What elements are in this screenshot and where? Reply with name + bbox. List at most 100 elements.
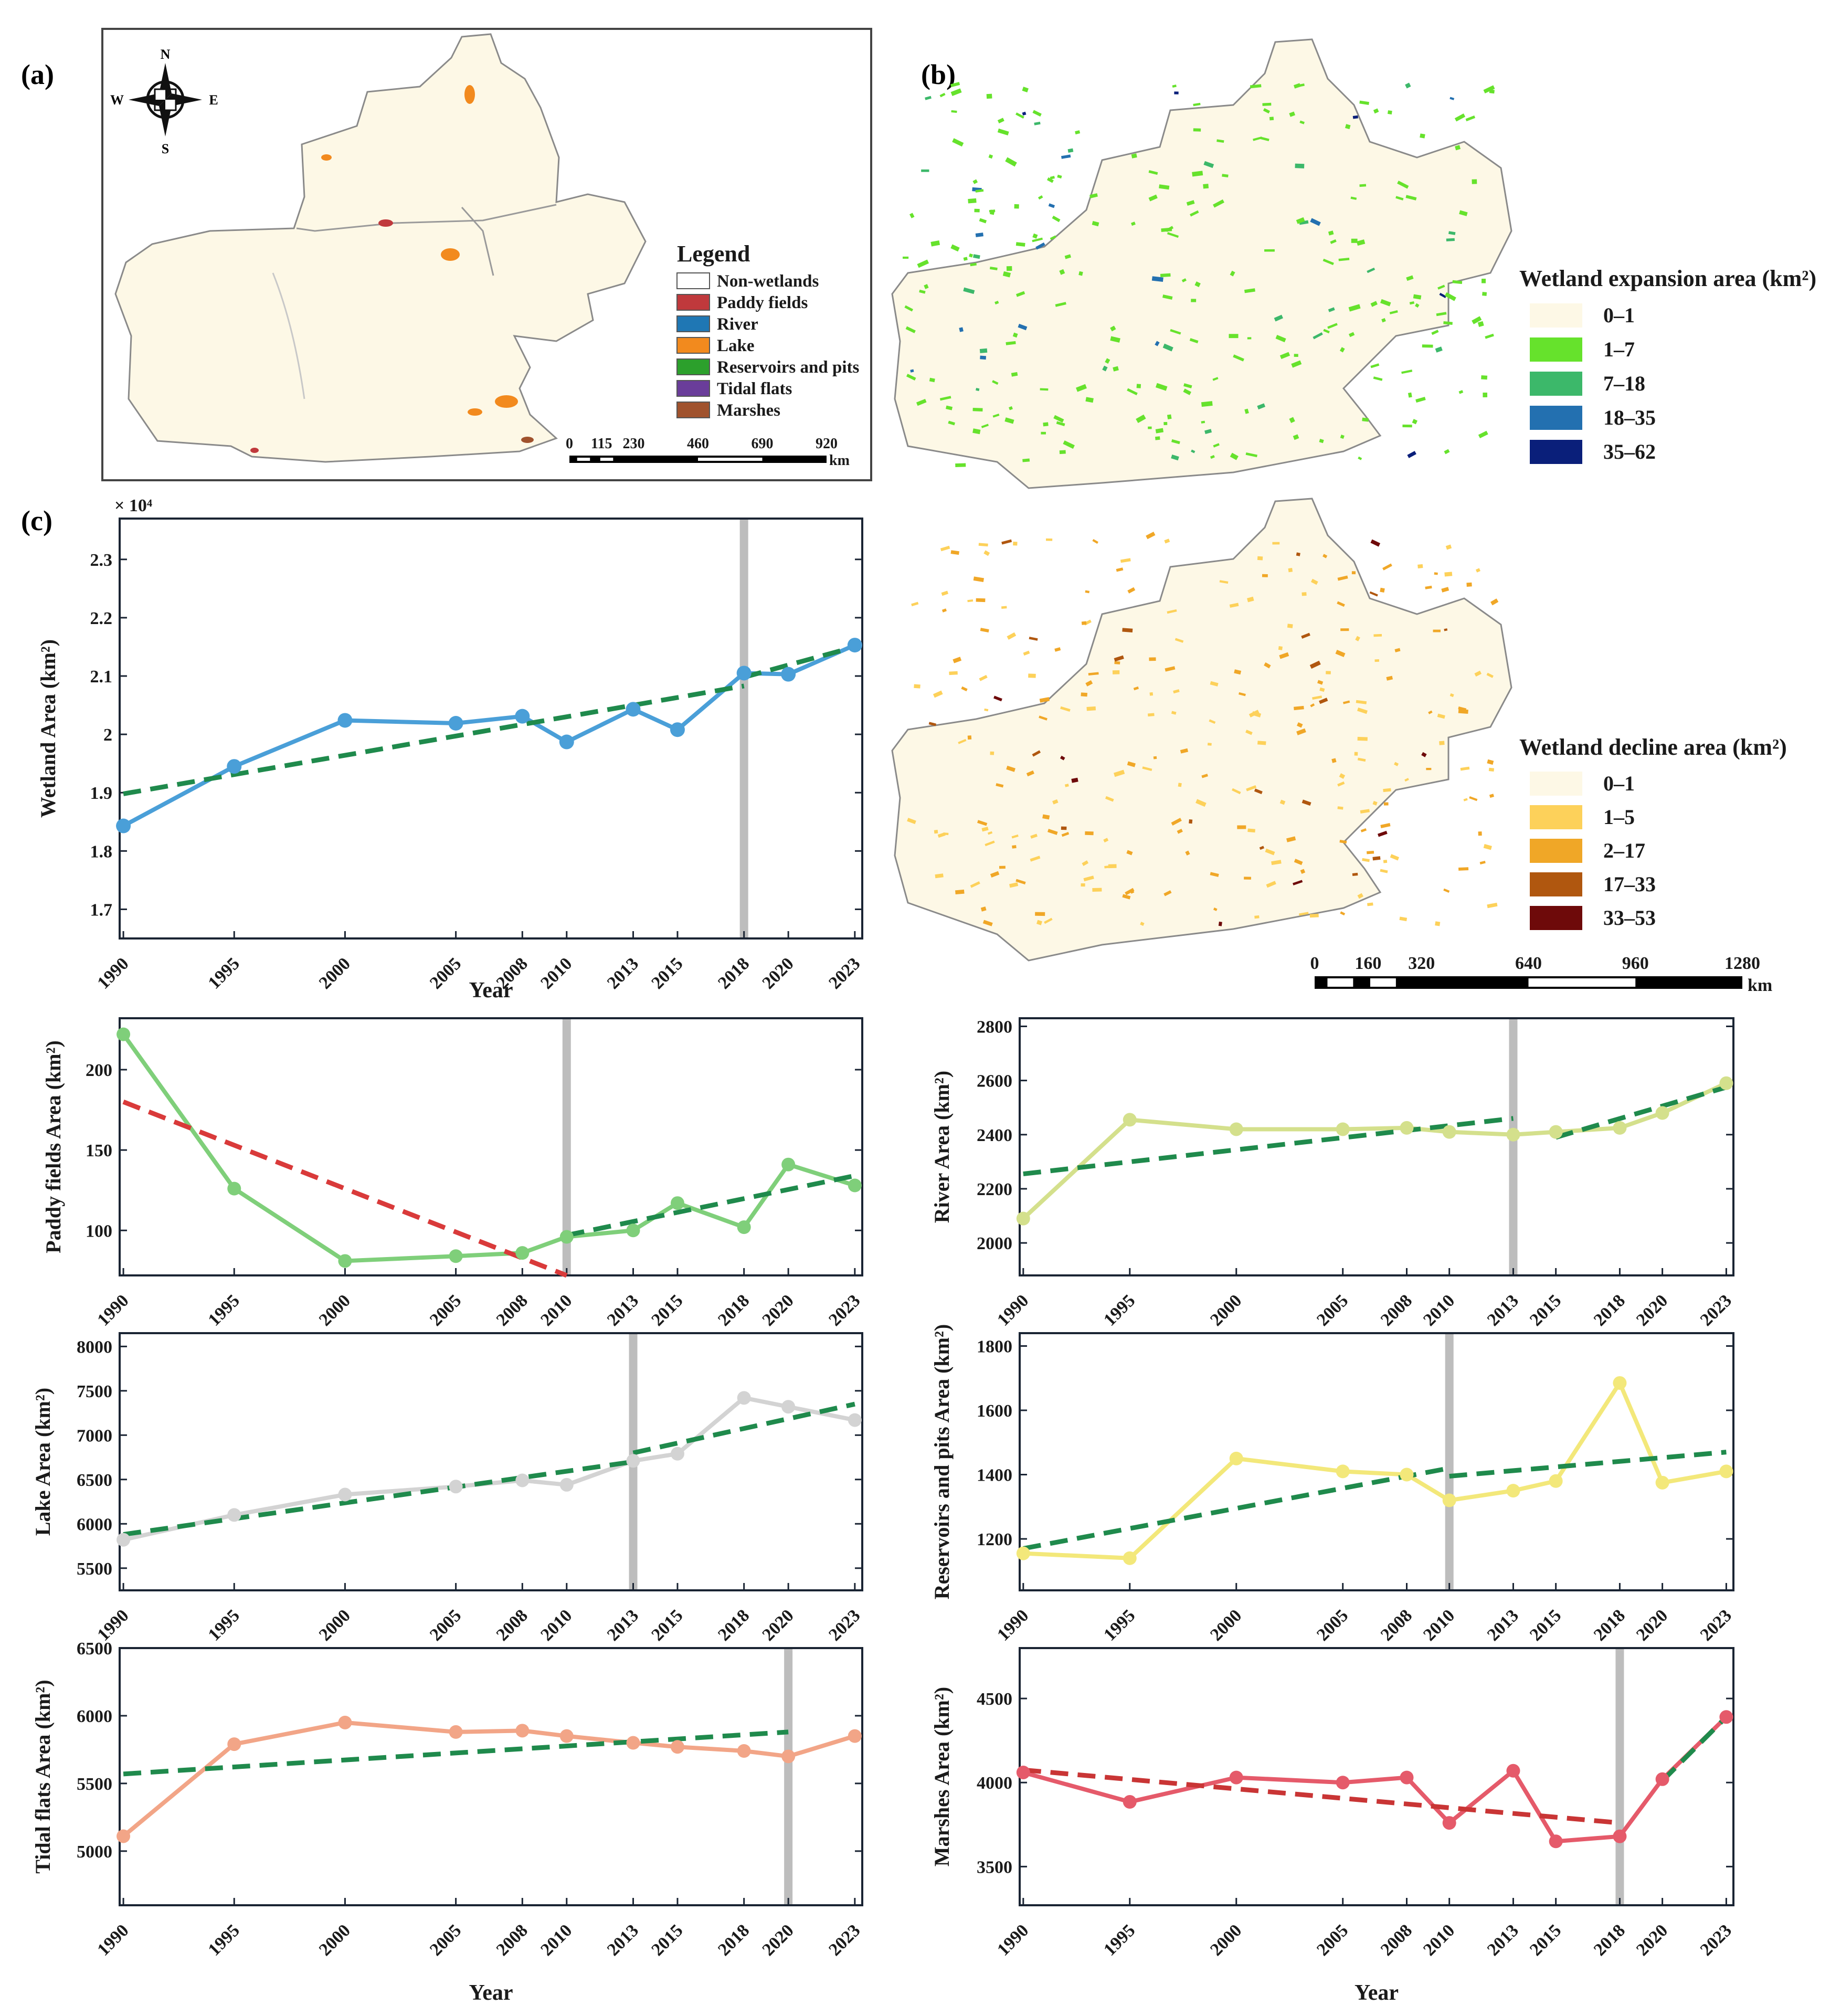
x-tick-label: 2020 bbox=[759, 1920, 798, 1959]
decline-patch bbox=[1279, 799, 1286, 805]
expansion-patch bbox=[959, 327, 964, 332]
expansion-patch bbox=[1380, 299, 1391, 307]
expansion-patch bbox=[1052, 215, 1061, 223]
trend-line bbox=[123, 1729, 789, 1777]
expansion-patch bbox=[1293, 83, 1301, 89]
data-point bbox=[515, 1724, 530, 1738]
expansion-patch bbox=[1250, 84, 1262, 89]
expansion-patch bbox=[972, 428, 981, 435]
expansion-patch bbox=[1015, 291, 1025, 297]
expansion-legend-title: Wetland expansion area (km²) bbox=[1519, 266, 1816, 291]
compass-w: W bbox=[110, 92, 124, 108]
data-point bbox=[1655, 1772, 1669, 1786]
x-tick-label: 2023 bbox=[1697, 1920, 1736, 1959]
decline-patch bbox=[1262, 574, 1268, 577]
data-point bbox=[117, 1027, 131, 1041]
decline-patch bbox=[1213, 907, 1218, 911]
x-tick-label: 2000 bbox=[315, 1606, 354, 1644]
decline-patch bbox=[1312, 695, 1322, 700]
trend-line bbox=[1023, 1116, 1514, 1177]
expansion-patch bbox=[1413, 294, 1422, 300]
expansion-patch bbox=[1053, 415, 1064, 423]
expansion-patch bbox=[1373, 376, 1383, 381]
lake-feature bbox=[321, 154, 332, 161]
decline-patch bbox=[1122, 628, 1133, 632]
decline-patch bbox=[1112, 670, 1120, 674]
legend-label: Lake bbox=[717, 336, 755, 355]
x-tick-label: 1995 bbox=[1100, 1291, 1139, 1329]
decline-patch bbox=[1469, 796, 1478, 801]
decline-patch bbox=[996, 783, 1004, 788]
decline-patch bbox=[1417, 564, 1423, 568]
y-tick-label: 2000 bbox=[977, 1234, 1012, 1253]
decline-patch bbox=[1153, 756, 1157, 759]
expansion-patch bbox=[1328, 230, 1334, 236]
y-axis-label: Reservoirs and pits Area (km²) bbox=[930, 1324, 954, 1600]
expansion-patch bbox=[1167, 414, 1172, 419]
x-tick-label: 2010 bbox=[537, 1606, 576, 1644]
x-tick-label: 2008 bbox=[1377, 1606, 1416, 1644]
expansion-patch bbox=[1452, 280, 1463, 284]
expansion-patch bbox=[1444, 449, 1450, 455]
y-tick-label: 6500 bbox=[77, 1471, 112, 1490]
decline-patch bbox=[1383, 802, 1389, 806]
decline-patch bbox=[1475, 568, 1480, 573]
decline-patch bbox=[1354, 752, 1358, 756]
expansion-patch bbox=[930, 240, 940, 247]
expansion-patch bbox=[1293, 434, 1299, 440]
decline-patch bbox=[1352, 872, 1358, 877]
expansion-patch bbox=[1291, 360, 1302, 368]
expansion-patch bbox=[1006, 341, 1016, 345]
marsh-feature bbox=[521, 437, 534, 443]
x-tick-label: 2023 bbox=[1697, 1291, 1736, 1329]
decline-patch bbox=[1369, 591, 1378, 597]
expansion-patch bbox=[1435, 346, 1443, 353]
y-tick-label: 1.8 bbox=[90, 842, 113, 861]
decline-patch bbox=[1340, 911, 1346, 916]
expansion-patch bbox=[903, 256, 909, 259]
decline-patch bbox=[1437, 713, 1445, 719]
expansion-patch bbox=[1407, 451, 1416, 458]
expansion-patch bbox=[1127, 388, 1138, 396]
decline-patch bbox=[1029, 637, 1038, 641]
decline-patch bbox=[1301, 632, 1310, 639]
legend-label: Reservoirs and pits bbox=[717, 358, 859, 377]
decline-patch bbox=[1487, 902, 1498, 909]
panel-b-label: (b) bbox=[921, 59, 956, 90]
decline-patch bbox=[1071, 777, 1078, 783]
decline-patch bbox=[1081, 692, 1088, 697]
decline-patch bbox=[1488, 767, 1495, 772]
decline-patch bbox=[1337, 575, 1348, 581]
expansion-patch bbox=[1323, 329, 1330, 334]
legend-swatch bbox=[1530, 906, 1582, 930]
decline-patch bbox=[1133, 686, 1139, 691]
y-tick-label: 1200 bbox=[977, 1530, 1012, 1549]
data-point bbox=[1613, 1376, 1627, 1390]
x-tick-label: 2005 bbox=[426, 1606, 465, 1644]
expansion-patch bbox=[1465, 115, 1476, 122]
expansion-patch bbox=[946, 405, 953, 410]
paddy-feature bbox=[378, 219, 393, 227]
decline-patch bbox=[1449, 693, 1454, 698]
expansion-patch bbox=[952, 138, 964, 147]
decline-patch bbox=[1247, 596, 1254, 603]
decline-patch bbox=[1367, 902, 1373, 906]
x-tick-label: 2010 bbox=[1420, 1920, 1458, 1959]
x-tick-label: 1990 bbox=[993, 1920, 1032, 1959]
expansion-patch bbox=[979, 218, 987, 224]
decline-patch bbox=[1045, 538, 1053, 541]
expansion-patch bbox=[1294, 354, 1298, 357]
expansion-patch bbox=[1078, 271, 1083, 276]
data-point bbox=[1506, 1484, 1520, 1498]
expansion-patch bbox=[1230, 452, 1239, 460]
river-feature bbox=[272, 272, 305, 399]
expansion-patch bbox=[1483, 85, 1495, 93]
expansion-patch bbox=[1289, 417, 1295, 424]
x-tick-label: 1990 bbox=[993, 1291, 1032, 1329]
decline-patch bbox=[1163, 890, 1172, 896]
decline-patch bbox=[1435, 921, 1441, 926]
x-tick-label: 2013 bbox=[604, 954, 642, 993]
data-point bbox=[338, 1254, 352, 1268]
expansion-patch bbox=[1063, 440, 1075, 449]
expansion-patch bbox=[1183, 383, 1192, 388]
